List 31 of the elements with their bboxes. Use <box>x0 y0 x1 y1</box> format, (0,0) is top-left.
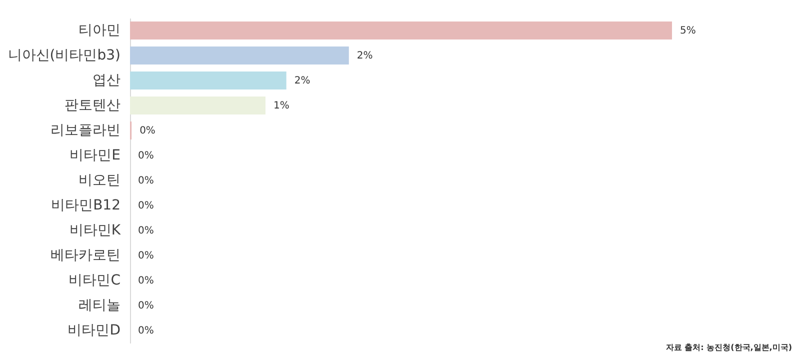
data-label: 0% <box>140 126 156 136</box>
bar <box>130 46 349 64</box>
data-label: 0% <box>138 150 154 162</box>
data-label: 2% <box>294 76 310 86</box>
data-label: 0% <box>138 176 154 186</box>
data-label: 2% <box>356 50 373 62</box>
annotation: 자료 출처: 농진청(한국,일본,미국) <box>666 342 792 353</box>
data-label: 0% <box>138 300 154 312</box>
y-tick-label: 레티놀 <box>78 298 120 314</box>
bar <box>130 22 672 40</box>
y-tick-label: 엽산 <box>92 72 120 88</box>
data-label: 5% <box>680 26 696 36</box>
y-tick-label: 리보플라빈 <box>50 122 120 138</box>
y-tick-label: 베타카로틴 <box>50 248 120 264</box>
y-tick-label: 비오틴 <box>78 172 120 188</box>
y-tick-label: 비타민B12 <box>51 198 120 214</box>
y-tick-label: 비타민C <box>68 272 121 288</box>
data-label: 0% <box>138 276 154 286</box>
y-tick-label: 비타민E <box>70 148 120 164</box>
y-tick-label: 비타민K <box>69 222 122 238</box>
y-tick-label: 니아신(비타민b3) <box>8 48 120 64</box>
y-tick-label: 티아민 <box>78 22 120 38</box>
bar <box>130 96 266 114</box>
data-label: 0% <box>138 226 154 236</box>
y-tick-label: 비타민D <box>68 322 120 338</box>
y-tick-label: 판토텐산 <box>64 98 120 114</box>
data-label: 0% <box>138 200 154 212</box>
data-label: 0% <box>138 326 154 336</box>
data-label: 0% <box>138 250 154 262</box>
data-label: 1% <box>274 100 290 112</box>
bar <box>130 72 286 90</box>
